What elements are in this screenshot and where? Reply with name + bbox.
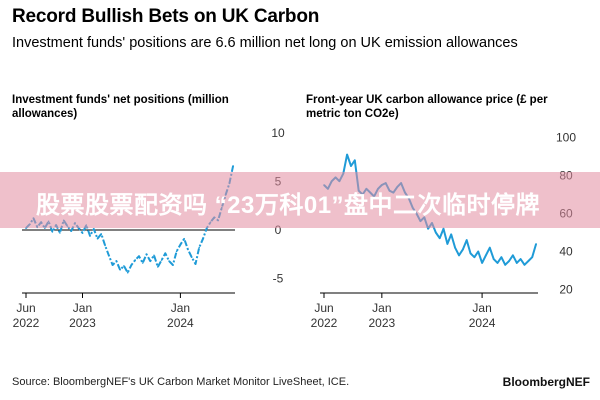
data-point xyxy=(465,239,468,241)
data-point xyxy=(500,256,503,258)
data-point xyxy=(504,264,506,266)
data-point xyxy=(438,237,441,239)
data-point xyxy=(232,165,234,167)
right-panel-title: Front-year UK carbon allowance price (£ … xyxy=(306,94,548,120)
x-tick-year: 2023 xyxy=(69,316,96,330)
data-point xyxy=(175,250,178,253)
data-point xyxy=(190,256,193,258)
data-point xyxy=(354,159,356,162)
y-tick-label: 20 xyxy=(559,283,573,297)
chart-title: Record Bullish Bets on UK Carbon xyxy=(12,6,320,27)
data-point xyxy=(168,260,170,262)
data-point xyxy=(435,231,437,234)
x-tick-month: Jan xyxy=(372,301,391,315)
y-tick-label: -5 xyxy=(273,272,284,286)
data-point xyxy=(126,271,129,274)
data-point xyxy=(111,264,114,266)
data-point xyxy=(194,263,197,265)
data-point xyxy=(89,235,91,237)
data-point xyxy=(198,246,200,249)
watermark-banner: 股票股票配资吗 “23万科01”盘中二次临时停牌 xyxy=(0,172,600,228)
series-line xyxy=(25,165,235,274)
data-point xyxy=(145,253,148,256)
data-point xyxy=(134,259,136,261)
data-point xyxy=(104,244,106,247)
data-point xyxy=(141,262,144,264)
x-tick-year: 2022 xyxy=(311,316,338,330)
data-point xyxy=(442,227,445,230)
x-tick-month: Jun xyxy=(314,301,333,315)
x-tick-year: 2024 xyxy=(469,316,496,330)
data-point xyxy=(473,256,476,258)
x-tick-year: 2022 xyxy=(13,316,40,330)
data-point xyxy=(160,259,163,261)
data-point xyxy=(70,230,72,232)
x-tick-year: 2024 xyxy=(167,316,194,330)
data-point xyxy=(485,254,487,257)
data-point xyxy=(531,256,533,258)
data-point xyxy=(462,248,464,251)
data-point xyxy=(119,269,121,271)
data-point xyxy=(81,232,84,234)
data-point xyxy=(346,153,348,156)
x-tick-month: Jun xyxy=(16,301,35,315)
data-point xyxy=(187,248,189,251)
data-point xyxy=(115,260,118,262)
data-point xyxy=(123,265,125,267)
y-tick-label: 40 xyxy=(559,245,573,259)
data-point xyxy=(153,254,155,257)
data-point xyxy=(149,260,152,262)
data-point xyxy=(489,246,491,249)
chart-subtitle: Investment funds' positions are 6.6 mill… xyxy=(12,35,518,51)
data-point xyxy=(179,243,182,246)
data-point xyxy=(450,233,452,236)
data-point xyxy=(523,264,526,266)
data-point xyxy=(458,254,460,257)
data-point xyxy=(492,258,495,260)
data-point xyxy=(519,258,522,260)
data-point xyxy=(481,262,483,264)
watermark-text: 股票股票配资吗 “23万科01”盘中二次临时停牌 xyxy=(36,192,541,219)
data-point xyxy=(130,264,133,266)
data-point xyxy=(59,232,61,234)
data-point xyxy=(157,266,159,268)
x-tick-month: Jan xyxy=(171,301,190,315)
data-point xyxy=(172,264,174,266)
brand-logo: BloombergNEF xyxy=(502,375,590,389)
right-chart: 10080604020Jun2022Jan2023Jan2024 xyxy=(311,131,577,331)
x-tick-month: Jan xyxy=(73,301,92,315)
data-point xyxy=(535,243,537,245)
data-point xyxy=(512,254,514,257)
data-point xyxy=(108,254,110,257)
data-point xyxy=(516,262,518,264)
y-tick-label: 10 xyxy=(271,126,285,140)
x-tick-year: 2023 xyxy=(368,316,395,330)
data-point xyxy=(496,262,499,264)
data-point xyxy=(469,252,472,255)
x-tick-month: Jan xyxy=(472,301,491,315)
source-note: Source: BloombergNEF's UK Carbon Market … xyxy=(12,376,350,388)
data-point xyxy=(202,237,204,240)
data-point xyxy=(427,227,429,230)
data-point xyxy=(100,233,103,235)
data-point xyxy=(138,255,140,257)
data-point xyxy=(51,231,54,233)
data-point xyxy=(183,237,185,240)
data-point xyxy=(164,252,167,255)
data-point xyxy=(350,165,352,167)
data-point xyxy=(527,260,530,262)
data-point xyxy=(454,246,456,249)
data-point xyxy=(93,228,95,230)
left-panel-title: Investment funds' net positions (million… xyxy=(12,94,229,120)
data-point xyxy=(508,260,510,262)
y-tick-label: 100 xyxy=(556,131,576,145)
y-tick-label: 0 xyxy=(275,223,282,237)
data-point xyxy=(96,237,99,240)
data-point xyxy=(477,250,479,253)
data-point xyxy=(446,243,449,245)
